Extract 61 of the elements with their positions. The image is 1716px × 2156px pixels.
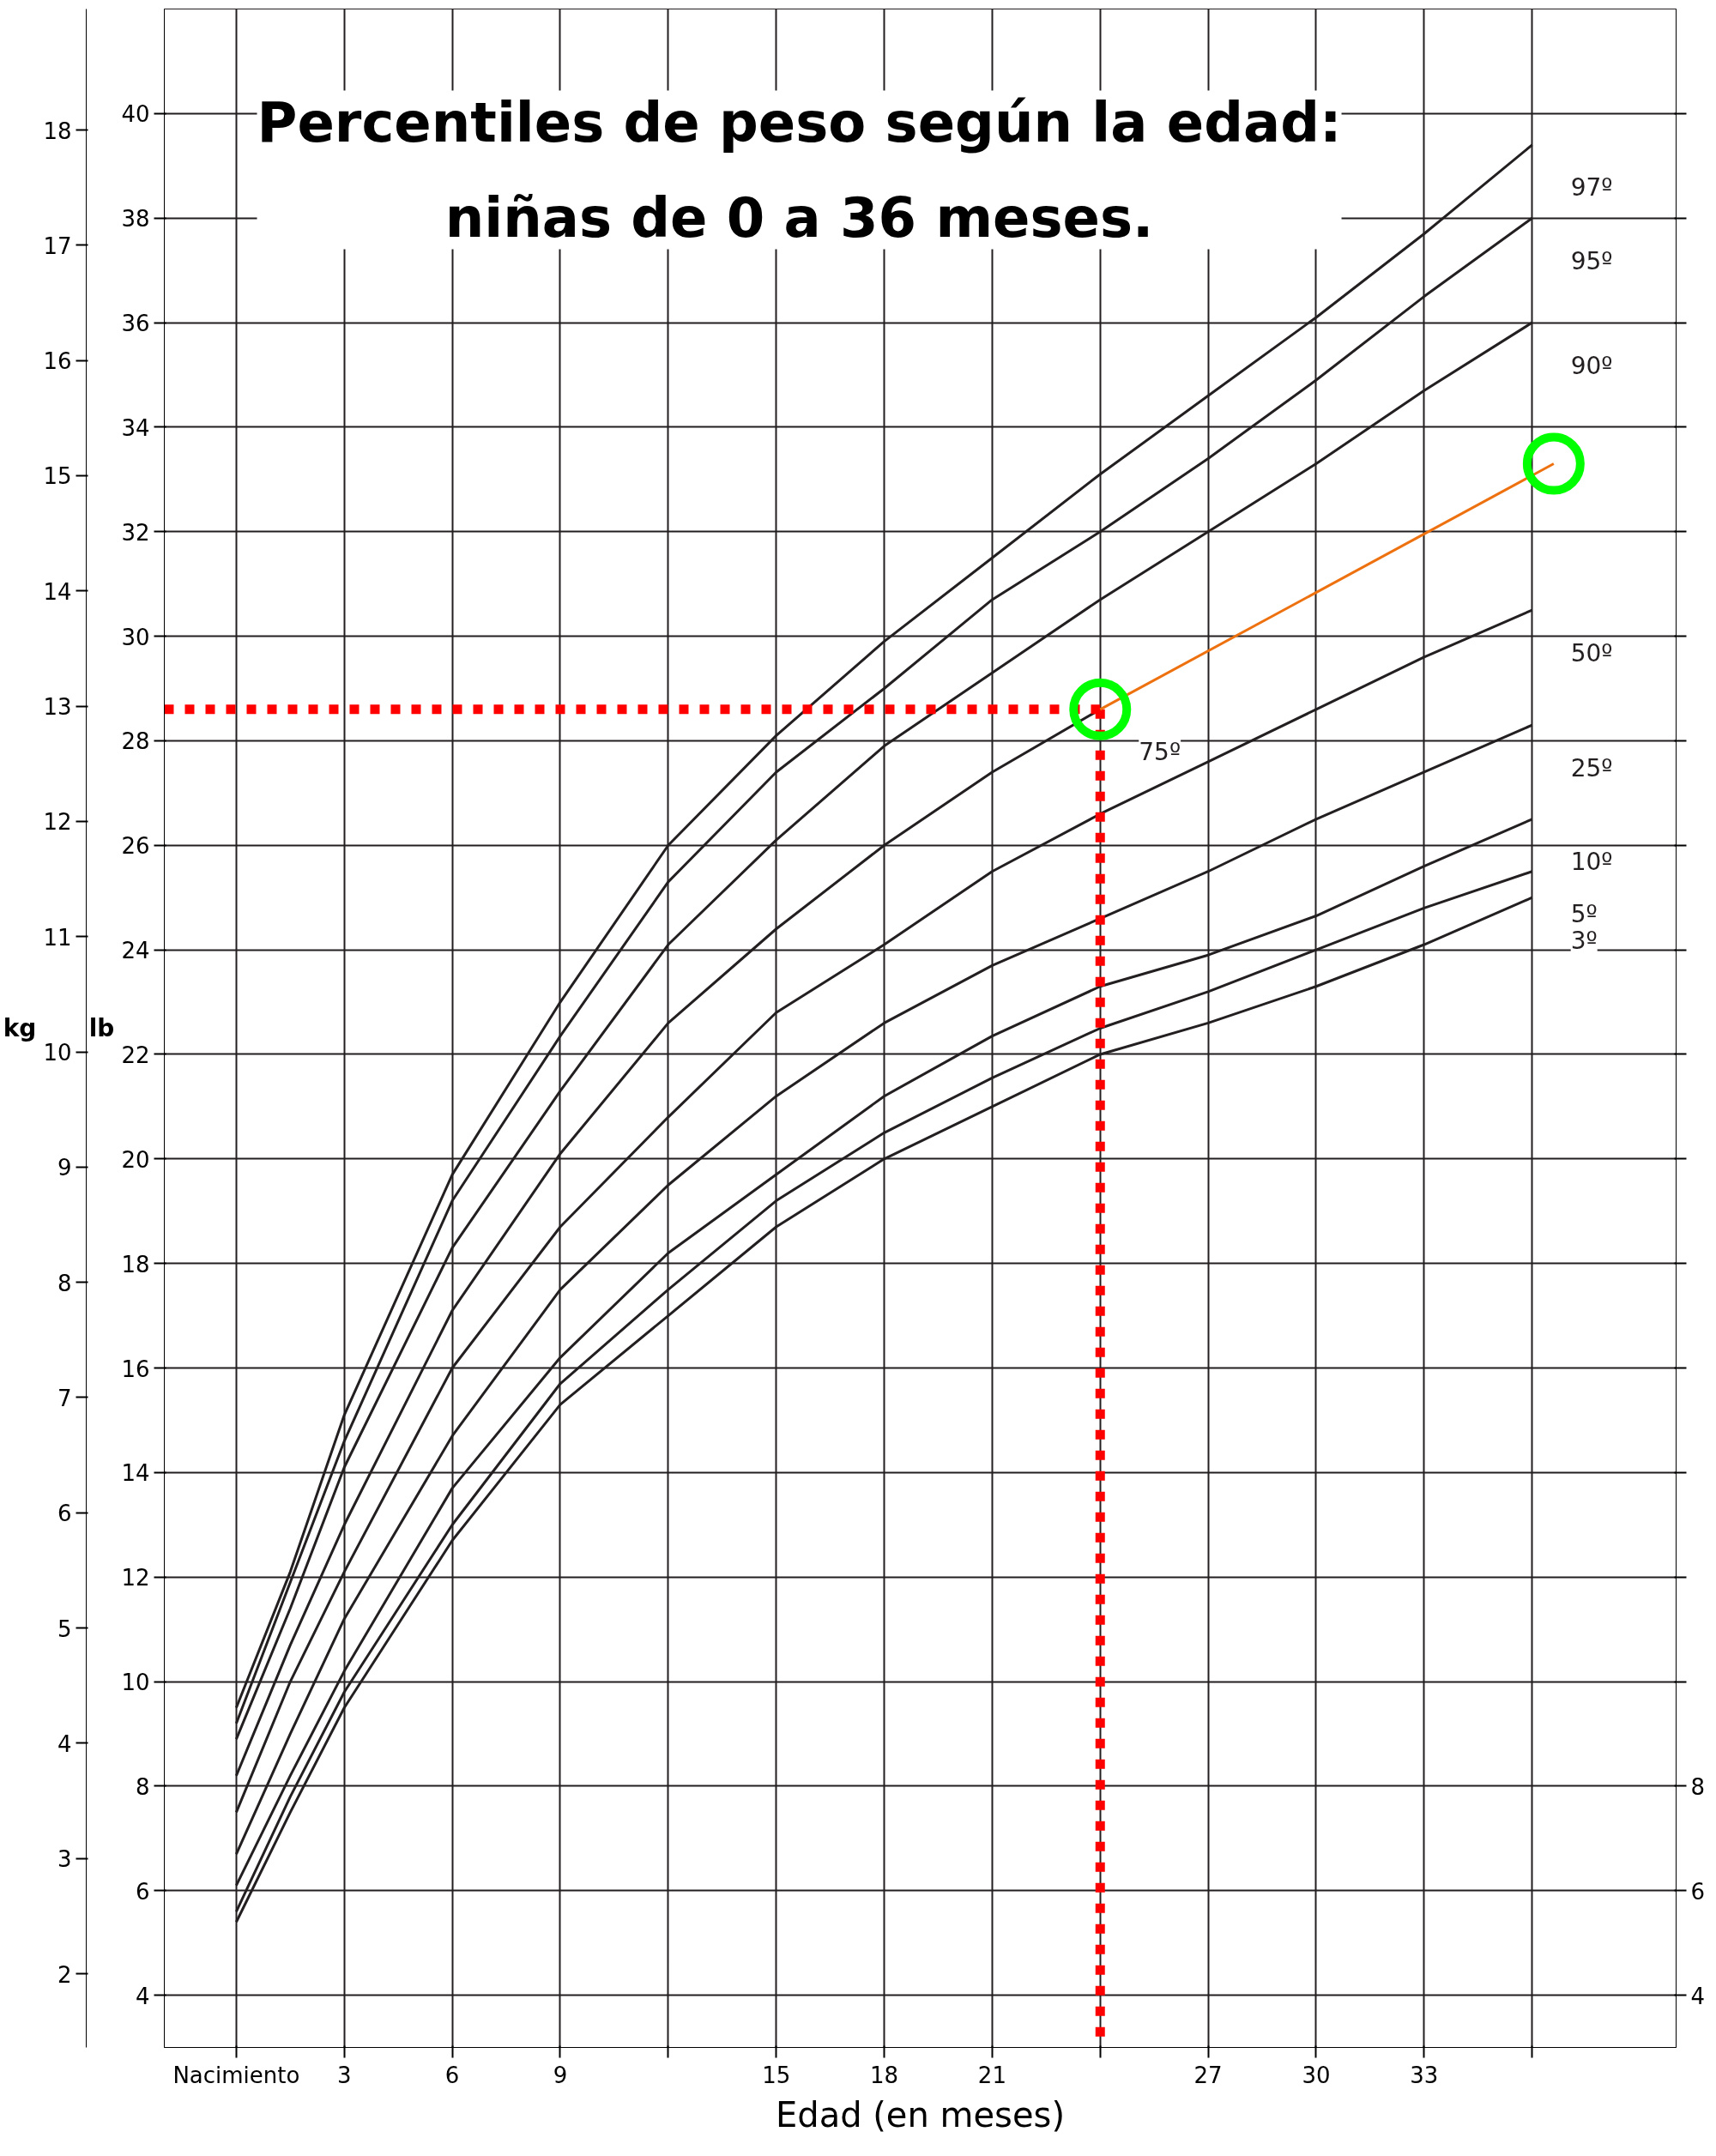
x-tick-label: 33 xyxy=(1410,2062,1439,2088)
y2-tick-label: 3 xyxy=(57,1846,72,1873)
y-axis-title: lb xyxy=(88,1014,115,1042)
y-tick-label: 18 xyxy=(121,1251,150,1277)
y2-tick-label: 12 xyxy=(43,809,72,836)
x-tick-label: 18 xyxy=(870,2062,899,2088)
y2-tick-label: 6 xyxy=(57,1501,72,1527)
y3-tick-label: 6 xyxy=(1690,1878,1706,1905)
y-tick-label: 24 xyxy=(121,938,150,964)
y-tick-label: 6 xyxy=(135,1878,150,1905)
text: 75º xyxy=(1139,738,1181,767)
y-tick-label: 34 xyxy=(121,414,150,441)
y-tick-label: 36 xyxy=(121,311,150,337)
y-tick-label: 22 xyxy=(121,1042,150,1068)
text: 3º xyxy=(1570,926,1598,955)
y2-tick-label: 15 xyxy=(43,463,72,490)
text: 10º xyxy=(1570,848,1613,877)
x-tick-label: 15 xyxy=(762,2062,791,2088)
y2-tick-label: 13 xyxy=(43,694,72,721)
y-tick-label: 8 xyxy=(135,1773,150,1800)
y-tick-label: 10 xyxy=(121,1670,150,1696)
y2-tick-label: 10 xyxy=(43,1040,72,1066)
x-tick-label: 9 xyxy=(553,2062,568,2088)
y2-tick-label: 9 xyxy=(57,1155,72,1181)
x-tick-label: 21 xyxy=(977,2062,1006,2088)
y2-tick-label: 18 xyxy=(43,118,72,144)
y2-tick-label: 11 xyxy=(43,924,72,951)
y2-tick-label: 7 xyxy=(57,1385,72,1411)
y2-tick-label: 8 xyxy=(57,1270,72,1296)
y2-tick-label: 17 xyxy=(43,233,72,259)
y3-tick-label: 4 xyxy=(1690,1983,1706,2009)
x-tick-label: 27 xyxy=(1193,2062,1223,2088)
text: 90º xyxy=(1570,351,1613,380)
y2-tick-label: 14 xyxy=(43,578,72,605)
y2-tick-label: 5 xyxy=(57,1615,72,1642)
x-axis-title: Edad (en meses) xyxy=(775,2094,1066,2135)
y3-tick-label: 8 xyxy=(1690,1773,1706,1800)
text: 50º xyxy=(1570,638,1613,667)
y-tick-label: 30 xyxy=(121,624,150,650)
y2-tick-label: 2 xyxy=(57,1961,72,1988)
y-tick-label: 28 xyxy=(121,728,150,755)
text: 95º xyxy=(1570,246,1613,275)
y-tick-label: 4 xyxy=(135,1983,150,2009)
text: Percentiles de peso según la edad: niñas de 0 a 36 meses. xyxy=(257,90,1342,250)
y-tick-label: 20 xyxy=(121,1146,150,1173)
y2-tick-label: 4 xyxy=(57,1730,72,1757)
text: 97º xyxy=(1570,173,1613,202)
x-tick-label: 3 xyxy=(336,2062,352,2088)
x-tick-label: 30 xyxy=(1302,2062,1331,2088)
x-tick-label: 6 xyxy=(444,2062,460,2088)
x-tick-label: Nacimiento xyxy=(172,2062,300,2088)
y-tick-label: 14 xyxy=(121,1460,150,1487)
y-tick-label: 40 xyxy=(121,101,150,128)
y-tick-label: 26 xyxy=(121,833,150,860)
text: 25º xyxy=(1570,753,1613,782)
y2-axis-title: kg xyxy=(3,1014,37,1042)
y-tick-label: 38 xyxy=(121,206,150,233)
y-tick-label: 16 xyxy=(121,1356,150,1382)
y-tick-label: 32 xyxy=(121,519,150,546)
y2-tick-label: 16 xyxy=(43,348,72,375)
y-tick-label: 12 xyxy=(121,1565,150,1591)
